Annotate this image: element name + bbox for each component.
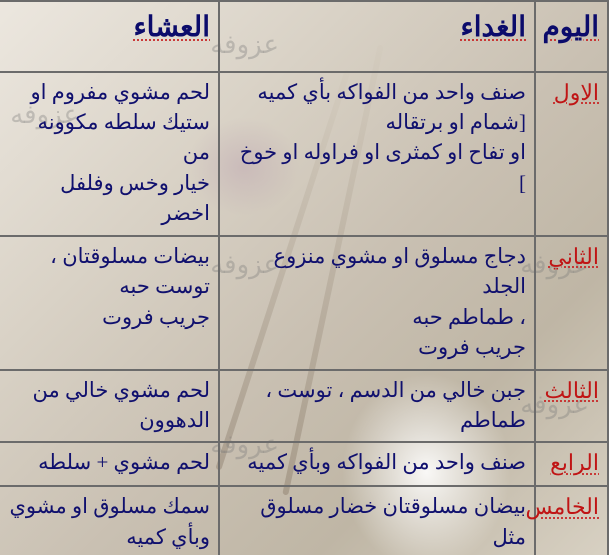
cell-day: الثالث — [535, 370, 608, 443]
header-dinner: العشاء — [0, 1, 219, 72]
cell-lunch: بيضان مسلوقتان خضار مسلوق مثل:الكوسه وال… — [219, 486, 535, 555]
header-lunch: الغداء — [219, 1, 535, 72]
table-row: الخامس بيضان مسلوقتان خضار مسلوق مثل:الك… — [0, 486, 608, 555]
cell-dinner: لحم مشوي مفروم اوستيك سلطه مكوونه منخيار… — [0, 72, 219, 236]
cell-dinner: لحم مشوي + سلطه — [0, 442, 219, 486]
header-day: اليوم — [535, 1, 608, 72]
cell-dinner: بيضات مسلوقتان ،توست حبهجريب فروت — [0, 236, 219, 370]
table-row: الرابع صنف واحد من الفواكه وبأي كميه لحم… — [0, 442, 608, 486]
cell-lunch: صنف واحد من الفواكه بأي كميه[شمام او برت… — [219, 72, 535, 236]
table-row: الاول صنف واحد من الفواكه بأي كميه[شمام … — [0, 72, 608, 236]
cell-day: الاول — [535, 72, 608, 236]
cell-lunch: جبن خالي من الدسم ، توست ،طماطم — [219, 370, 535, 443]
cell-dinner: سمك مسلوق او مشويوبأي كميهاو تونه + سلطه… — [0, 486, 219, 555]
cell-day: الثاني — [535, 236, 608, 370]
table-row: الثاني دجاج مسلوق او مشوي منزوع الجلد، ط… — [0, 236, 608, 370]
cell-day: الرابع — [535, 442, 608, 486]
cell-lunch: صنف واحد من الفواكه وبأي كميه — [219, 442, 535, 486]
cell-dinner: لحم مشوي خالي منالدهوون — [0, 370, 219, 443]
meal-plan-table: اليوم الغداء العشاء الاول صنف واحد من ال… — [0, 0, 609, 555]
table-header-row: اليوم الغداء العشاء — [0, 1, 608, 72]
cell-lunch: دجاج مسلوق او مشوي منزوع الجلد، طماطم حب… — [219, 236, 535, 370]
cell-day: الخامس — [535, 486, 608, 555]
table-row: الثالث جبن خالي من الدسم ، توست ،طماطم ل… — [0, 370, 608, 443]
